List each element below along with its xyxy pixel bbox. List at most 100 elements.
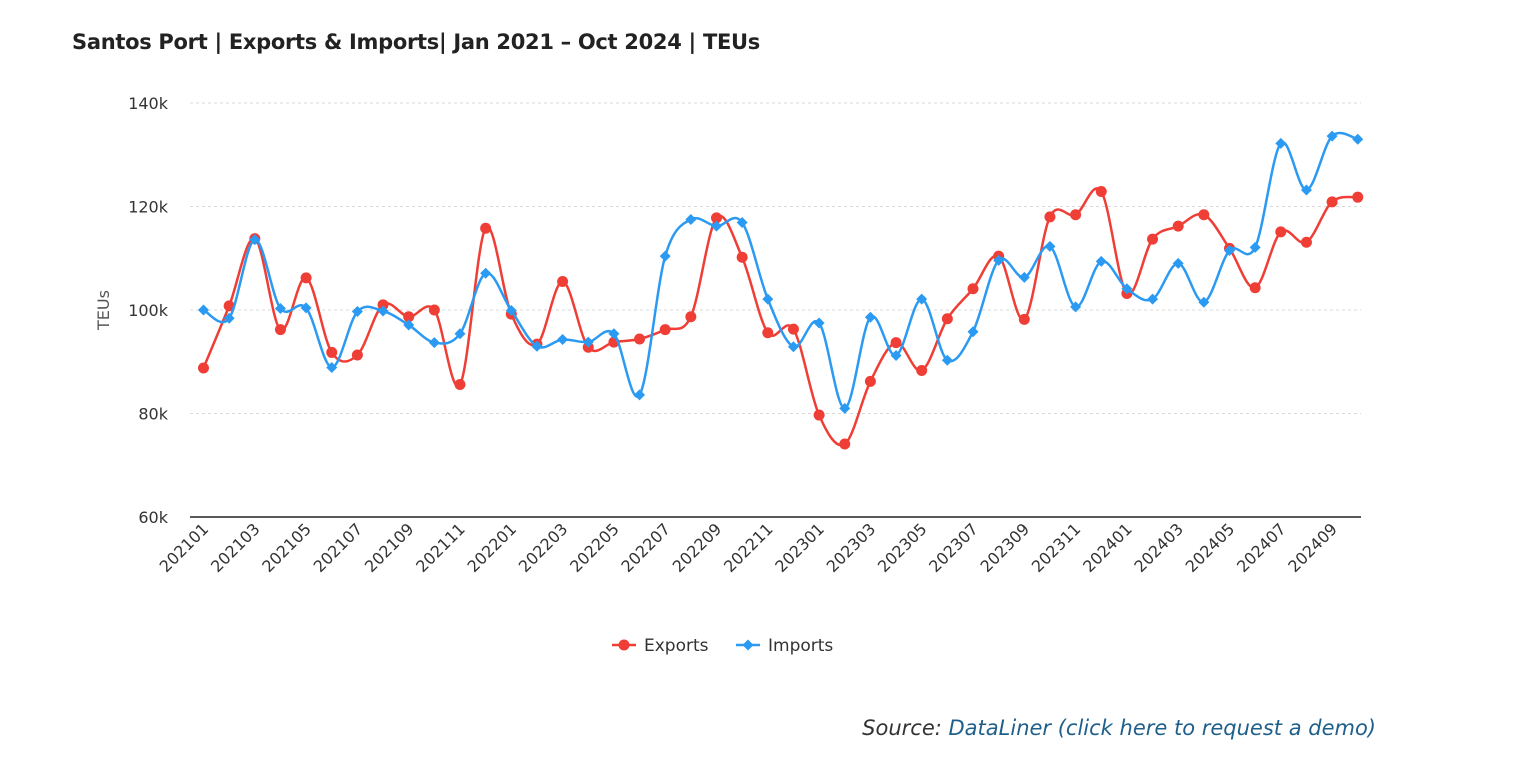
exports-point[interactable] bbox=[557, 276, 569, 288]
imports-point[interactable] bbox=[1147, 293, 1159, 305]
exports-point[interactable] bbox=[1198, 209, 1210, 221]
exports-point[interactable] bbox=[300, 272, 312, 284]
exports-point[interactable] bbox=[377, 299, 389, 311]
exports-point[interactable] bbox=[711, 212, 722, 224]
exports-point[interactable] bbox=[1147, 233, 1159, 245]
exports-point[interactable] bbox=[967, 283, 979, 295]
exports-point[interactable] bbox=[274, 324, 286, 336]
imports-point[interactable] bbox=[531, 340, 543, 352]
imports-point[interactable] bbox=[505, 305, 517, 317]
exports-point[interactable] bbox=[326, 346, 338, 358]
imports-point[interactable] bbox=[685, 213, 697, 225]
exports-point[interactable] bbox=[403, 311, 415, 323]
exports-point[interactable] bbox=[634, 333, 646, 345]
imports-point[interactable] bbox=[582, 336, 594, 348]
x-tick-label: 202401 bbox=[1079, 519, 1136, 576]
exports-point[interactable] bbox=[839, 438, 851, 450]
exports-point[interactable] bbox=[1249, 282, 1261, 294]
imports-point[interactable] bbox=[916, 293, 928, 305]
imports-point[interactable] bbox=[1018, 271, 1030, 283]
x-tick-label: 202211 bbox=[720, 519, 777, 576]
imports-point[interactable] bbox=[198, 304, 209, 316]
exports-point[interactable] bbox=[1070, 209, 1082, 221]
y-tick-label: 60k bbox=[138, 508, 168, 527]
imports-point[interactable] bbox=[1326, 130, 1338, 142]
imports-point[interactable] bbox=[941, 354, 953, 366]
imports-point[interactable] bbox=[1249, 241, 1261, 253]
exports-point[interactable] bbox=[685, 311, 697, 323]
x-tick-label: 202203 bbox=[515, 519, 572, 576]
imports-point[interactable] bbox=[300, 302, 312, 314]
exports-point[interactable] bbox=[1018, 313, 1030, 325]
legend: Exports Imports bbox=[612, 636, 833, 656]
imports-point[interactable] bbox=[608, 328, 620, 340]
x-tick-label: 202105 bbox=[258, 519, 315, 576]
exports-point[interactable] bbox=[762, 327, 774, 339]
imports-point[interactable] bbox=[1121, 283, 1133, 295]
legend-marker[interactable] bbox=[742, 639, 754, 651]
imports-point[interactable] bbox=[1300, 184, 1312, 196]
imports-point[interactable] bbox=[634, 389, 646, 401]
exports-point[interactable] bbox=[1095, 185, 1107, 197]
imports-point[interactable] bbox=[326, 361, 338, 373]
imports-point[interactable] bbox=[993, 254, 1005, 266]
imports-point[interactable] bbox=[403, 319, 415, 331]
exports-point[interactable] bbox=[454, 379, 466, 391]
exports-point[interactable] bbox=[1352, 191, 1364, 203]
exports-point[interactable] bbox=[1044, 211, 1056, 223]
exports-line bbox=[202, 187, 1359, 447]
imports-point[interactable] bbox=[839, 402, 851, 414]
imports-point[interactable] bbox=[736, 217, 748, 229]
imports-point[interactable] bbox=[1198, 296, 1210, 308]
gridlines bbox=[190, 102, 1361, 414]
exports-point[interactable] bbox=[736, 251, 748, 263]
imports-point[interactable] bbox=[557, 333, 569, 345]
exports-point[interactable] bbox=[351, 349, 363, 361]
imports-point[interactable] bbox=[1172, 257, 1184, 269]
x-tick-label: 202407 bbox=[1233, 519, 1290, 576]
exports-point[interactable] bbox=[223, 300, 235, 312]
imports-point[interactable] bbox=[1224, 244, 1235, 256]
imports-point[interactable] bbox=[377, 305, 389, 317]
imports-point[interactable] bbox=[890, 350, 902, 362]
exports-point[interactable] bbox=[1172, 220, 1184, 232]
exports-point[interactable] bbox=[890, 337, 902, 349]
imports-point[interactable] bbox=[223, 312, 235, 324]
imports-point[interactable] bbox=[864, 311, 876, 323]
exports-point[interactable] bbox=[1300, 236, 1312, 248]
imports-point[interactable] bbox=[1275, 137, 1287, 149]
imports-point[interactable] bbox=[454, 328, 466, 340]
imports-point[interactable] bbox=[813, 317, 825, 329]
legend-item-imports[interactable]: Imports bbox=[736, 636, 833, 656]
exports-point[interactable] bbox=[813, 409, 825, 421]
imports-point[interactable] bbox=[967, 326, 979, 338]
exports-point[interactable] bbox=[916, 365, 928, 377]
exports-point[interactable] bbox=[1275, 226, 1287, 238]
exports-point[interactable] bbox=[480, 222, 492, 234]
imports-point[interactable] bbox=[711, 220, 722, 232]
exports-point[interactable] bbox=[787, 323, 799, 335]
imports-point[interactable] bbox=[659, 250, 671, 262]
imports-point[interactable] bbox=[428, 337, 440, 349]
imports-point[interactable] bbox=[1070, 301, 1082, 313]
imports-point[interactable] bbox=[1044, 240, 1056, 252]
imports-point[interactable] bbox=[274, 302, 286, 314]
imports-point[interactable] bbox=[787, 341, 799, 353]
exports-point[interactable] bbox=[941, 313, 953, 325]
imports-point[interactable] bbox=[351, 306, 363, 318]
dataliner-demo-link[interactable]: DataLiner (click here to request a demo) bbox=[948, 716, 1376, 740]
exports-point[interactable] bbox=[659, 324, 671, 336]
imports-point[interactable] bbox=[480, 267, 492, 279]
exports-point[interactable] bbox=[428, 304, 440, 316]
legend-item-exports[interactable]: Exports bbox=[612, 636, 709, 656]
exports-series bbox=[198, 185, 1364, 450]
exports-point[interactable] bbox=[1326, 196, 1338, 208]
imports-point[interactable] bbox=[762, 293, 774, 305]
exports-point[interactable] bbox=[864, 375, 876, 387]
exports-point[interactable] bbox=[198, 362, 209, 374]
legend-marker[interactable] bbox=[618, 639, 630, 651]
imports-point[interactable] bbox=[1352, 133, 1364, 145]
imports-point[interactable] bbox=[1095, 255, 1107, 267]
imports-point[interactable] bbox=[249, 234, 261, 246]
